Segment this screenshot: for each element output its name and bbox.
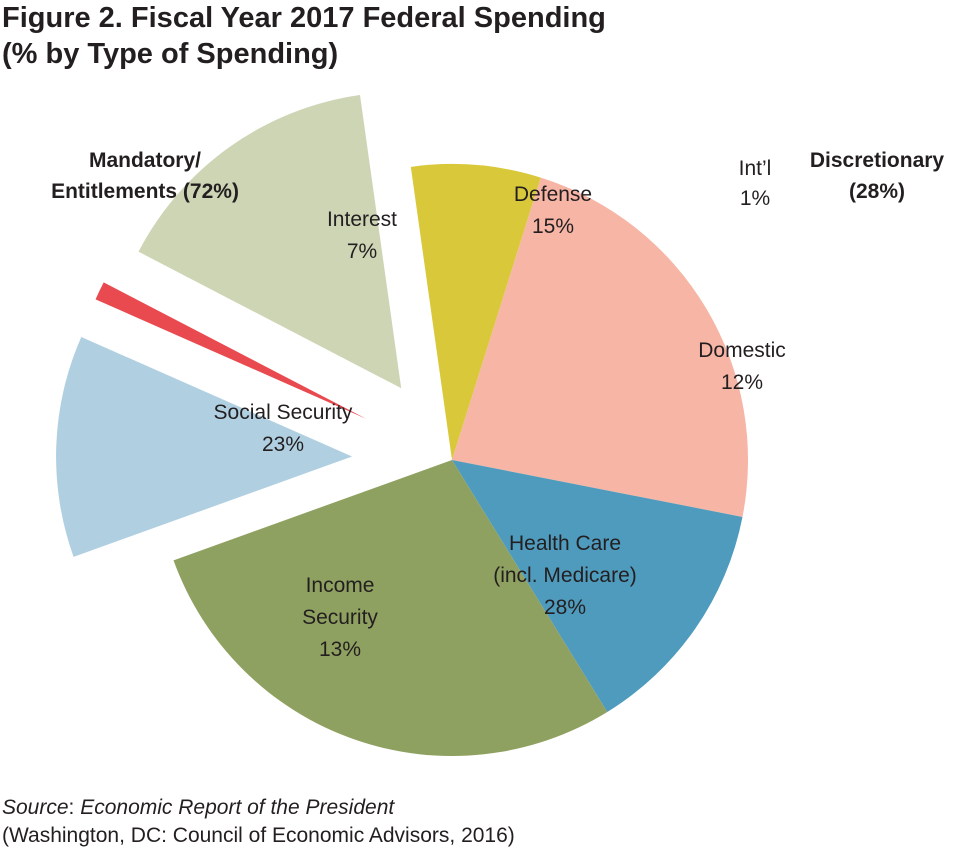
chart-title-line-1: Figure 2. Fiscal Year 2017 Federal Spend…: [2, 2, 606, 34]
source-report: Economic Report of the President: [80, 796, 395, 819]
source-colon: :: [68, 796, 81, 819]
source-note: Source: Economic Report of the President…: [2, 794, 515, 850]
slice-label-interest: Interest 7%: [327, 208, 397, 263]
slice-label-social-security: Social Security 23%: [214, 401, 353, 456]
pie-slice-interest: [410, 163, 541, 460]
slice-label-domestic: Domestic 12%: [698, 339, 786, 394]
group-label-discretionary: Discretionary (28%): [810, 149, 945, 203]
pie-slice-income-security: [452, 460, 743, 713]
slice-label-income-security: Income Security 13%: [302, 574, 378, 661]
pie-slice-social-security: [452, 177, 749, 517]
chart-title-line-2: (% by Type of Spending): [2, 38, 339, 70]
slice-label-int-l: Int’l 1%: [739, 157, 772, 210]
slice-label-defense: Defense 15%: [514, 183, 592, 238]
slice-label-health-care-incl-medicare: Health Care (incl. Medicare) 28%: [493, 532, 637, 619]
pie-slice-domestic: [56, 336, 353, 557]
group-label-mandatory: Mandatory/Entitlements (72%): [51, 149, 239, 203]
pie-slice-defense: [138, 95, 402, 389]
pie-slice-health-care-incl-medicare: [173, 460, 608, 756]
chart-title: Figure 2. Fiscal Year 2017 Federal Spend…: [2, 0, 606, 72]
source-line-1: Source: Economic Report of the President: [2, 794, 515, 822]
source-prefix: Source: [2, 796, 69, 819]
pie-slice-int-l: [95, 282, 367, 419]
source-line-2: (Washington, DC: Council of Economic Adv…: [2, 824, 515, 847]
